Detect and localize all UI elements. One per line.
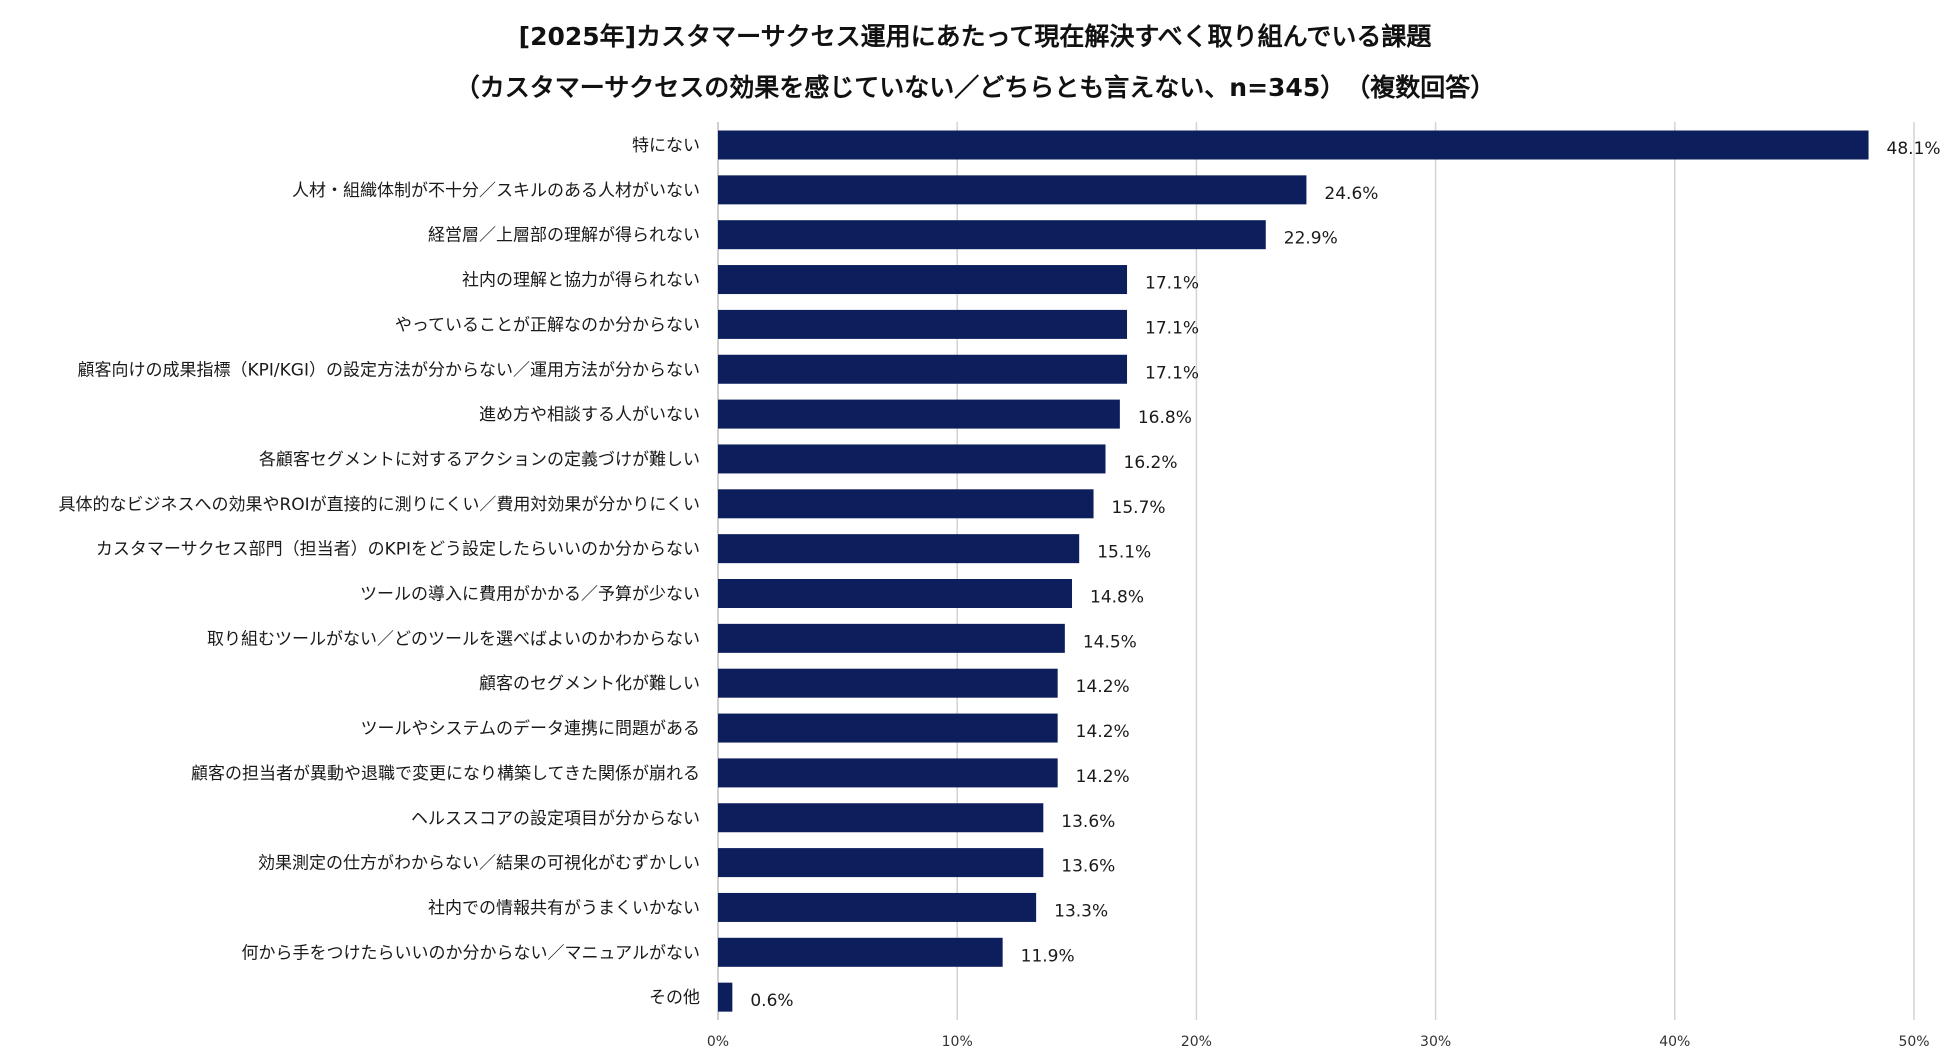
value-label-17: 13.6% — [1061, 857, 1115, 877]
value-label-20: 0.6% — [750, 991, 793, 1011]
bar-8 — [718, 444, 1106, 474]
category-label-11: ツールの導入に費用がかかる／予算が少ない — [360, 585, 700, 605]
value-label-15: 14.2% — [1076, 767, 1130, 787]
category-label-15: 顧客の担当者が異動や退職で変更になり構築してきた関係が崩れる — [191, 764, 700, 784]
value-label-13: 14.2% — [1076, 677, 1130, 697]
value-label-7: 16.8% — [1138, 408, 1192, 428]
bar-15 — [718, 758, 1058, 788]
value-label-4: 17.1% — [1145, 274, 1199, 294]
category-label-2: 人材・組織体制が不十分／スキルのある人材がいない — [292, 181, 700, 201]
chart-subtitle: （カスタマーサクセスの効果を感じていない／どちらとも言えない、n=345） （複… — [455, 73, 1495, 102]
bar-10 — [718, 534, 1080, 564]
value-label-16: 13.6% — [1061, 812, 1115, 832]
bar-17 — [718, 848, 1044, 878]
category-label-10: カスタマーサクセス部門（担当者）のKPIをどう設定したらいいのか分からない — [96, 540, 700, 560]
value-label-9: 15.7% — [1112, 498, 1166, 518]
value-label-3: 22.9% — [1284, 229, 1338, 249]
bar-7 — [718, 399, 1120, 429]
x-tick-label-30: 30% — [1420, 1034, 1451, 1050]
value-label-1: 48.1% — [1887, 139, 1941, 159]
x-axis-ticks: 0% 10% 20% 30% 40% 50% — [707, 1034, 1930, 1050]
bar-20 — [718, 982, 733, 1012]
x-tick-label-40: 40% — [1659, 1034, 1690, 1050]
value-label-18: 13.3% — [1054, 901, 1108, 921]
bar-2 — [718, 175, 1307, 205]
bar-9 — [718, 489, 1094, 519]
gridlines — [717, 122, 1915, 1020]
category-label-7: 進め方や相談する人がいない — [479, 405, 700, 425]
value-labels: 48.1% 24.6% 22.9% 17.1% 17.1% 17.1% 16.8% 16.2%… — [750, 139, 1940, 1011]
value-label-19: 11.9% — [1021, 946, 1075, 966]
category-label-16: ヘルススコアの設定項目が分からない — [411, 809, 700, 829]
category-label-17: 効果測定の仕方がわからない／結果の可視化がむずかしい — [258, 854, 700, 874]
category-labels: 特にない人材・組織体制が不十分／スキルのある人材がいない経営層／上層部の理解が得… — [58, 136, 700, 1008]
x-tick-label-50: 50% — [1898, 1034, 1929, 1050]
bar-16 — [718, 803, 1044, 833]
x-tick-label-20: 20% — [1181, 1034, 1212, 1050]
bar-12 — [718, 623, 1065, 653]
category-label-18: 社内での情報共有がうまくいかない — [428, 898, 700, 918]
bar-18 — [718, 892, 1037, 922]
bar-6 — [718, 354, 1128, 384]
bars — [718, 130, 1869, 1012]
value-label-6: 17.1% — [1145, 363, 1199, 383]
category-label-19: 何から手をつけたらいいのか分からない／マニュアルがない — [242, 943, 701, 963]
x-tick-label-10: 10% — [942, 1034, 973, 1050]
bar-13 — [718, 668, 1058, 698]
category-label-13: 顧客のセグメント化が難しい — [479, 674, 700, 694]
bar-4 — [718, 265, 1128, 295]
value-label-14: 14.2% — [1076, 722, 1130, 742]
category-label-1: 特にない — [632, 136, 700, 156]
category-label-20: その他 — [649, 988, 700, 1008]
category-label-4: 社内の理解と協力が得られない — [462, 271, 700, 291]
category-label-5: やっていることが正解なのか分からない — [395, 315, 700, 335]
value-label-12: 14.5% — [1083, 632, 1137, 652]
category-label-12: 取り組むツールがない／どのツールを選べばよいのかわからない — [207, 629, 700, 649]
bar-19 — [718, 937, 1003, 967]
bar-14 — [718, 713, 1058, 743]
category-label-3: 経営層／上層部の理解が得られない — [428, 226, 700, 246]
x-tick-label-0: 0% — [707, 1034, 729, 1050]
bar-5 — [718, 309, 1128, 339]
value-label-5: 17.1% — [1145, 318, 1199, 338]
category-label-8: 各顧客セグメントに対するアクションの定義づけが難しい — [259, 450, 700, 470]
bar-3 — [718, 220, 1266, 250]
category-label-9: 具体的なビジネスへの効果やROIが直接的に測りにくい／費用対効果が分かりにくい — [58, 495, 700, 515]
chart-title: [2025年]カスタマーサクセス運用にあたって現在解決すべく取り組んでいる課題 — [519, 22, 1433, 51]
value-label-11: 14.8% — [1090, 588, 1144, 608]
bar-11 — [718, 579, 1073, 608]
value-label-8: 16.2% — [1124, 453, 1178, 473]
category-label-6: 顧客向けの成果指標（KPI/KGI）の設定方法が分からない／運用方法が分からない — [78, 360, 700, 380]
value-label-2: 24.6% — [1324, 184, 1378, 204]
bar-1 — [718, 130, 1869, 160]
value-label-10: 15.1% — [1097, 543, 1151, 563]
category-label-14: ツールやシステムのデータ連携に問題がある — [361, 718, 701, 739]
